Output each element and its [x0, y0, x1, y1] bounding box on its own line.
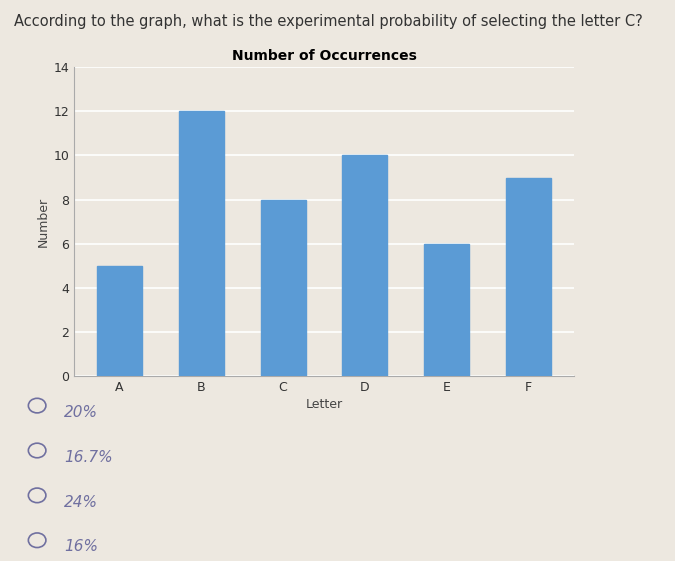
Bar: [424, 243, 469, 376]
Bar: [261, 200, 306, 376]
Text: 24%: 24%: [64, 495, 98, 509]
Title: Number of Occurrences: Number of Occurrences: [232, 49, 416, 63]
X-axis label: Letter: Letter: [305, 398, 342, 411]
Bar: [179, 112, 224, 376]
Bar: [97, 266, 142, 376]
Y-axis label: Number: Number: [36, 196, 49, 247]
Text: 16.7%: 16.7%: [64, 450, 113, 465]
Bar: [342, 155, 387, 376]
Text: According to the graph, what is the experimental probability of selecting the le: According to the graph, what is the expe…: [14, 14, 642, 29]
Text: 20%: 20%: [64, 405, 98, 420]
Bar: [506, 177, 551, 376]
Text: 16%: 16%: [64, 540, 98, 554]
